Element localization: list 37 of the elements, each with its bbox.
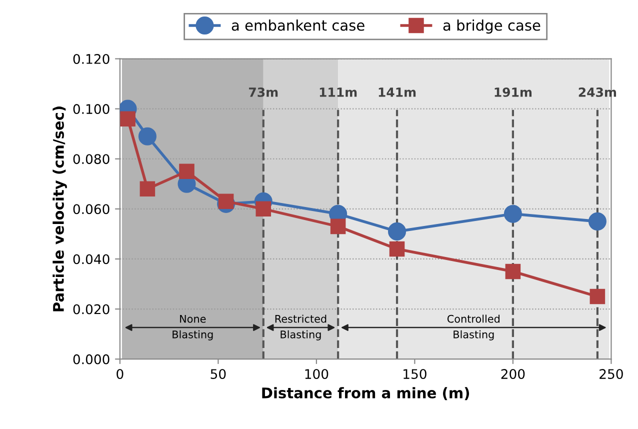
point bbox=[590, 288, 606, 304]
point bbox=[218, 194, 234, 210]
y-tick-label: 0.080 bbox=[73, 154, 110, 164]
ref-line-label: 141m bbox=[378, 88, 416, 97]
point bbox=[138, 127, 156, 146]
point bbox=[389, 241, 405, 257]
legend-label: a bridge case bbox=[443, 20, 540, 34]
y-tick-label: 0.100 bbox=[73, 104, 110, 114]
ref-line-label: 191m bbox=[494, 87, 532, 97]
point bbox=[140, 181, 156, 197]
x-tick-label: 50 bbox=[210, 369, 226, 380]
y-tick-label: 0.060 bbox=[73, 204, 110, 214]
x-axis-title: Distance from a mine (m) bbox=[262, 387, 470, 400]
x-tick-label: 0 bbox=[116, 369, 124, 380]
point bbox=[588, 212, 606, 230]
y-tick-label: 0.000 bbox=[73, 354, 110, 364]
point bbox=[330, 218, 346, 234]
point bbox=[388, 222, 406, 240]
band-label: None Blasting bbox=[172, 315, 213, 340]
x-tick-label: 250 bbox=[600, 369, 623, 380]
point bbox=[256, 201, 272, 217]
legend-label: a embankent case bbox=[232, 20, 364, 31]
ref-line-label: 111m bbox=[320, 88, 357, 97]
point bbox=[120, 111, 136, 126]
y-tick-label: 0.020 bbox=[73, 304, 110, 314]
x-tick-label: 200 bbox=[501, 369, 525, 380]
band-label: Restricted Blasting bbox=[275, 314, 326, 340]
ref-line-label: 73m bbox=[249, 87, 278, 97]
y-tick-label: 0.120 bbox=[73, 54, 110, 64]
x-tick-label: 150 bbox=[404, 369, 426, 380]
band-label: Controlled Blasting bbox=[447, 314, 500, 340]
y-axis-title: Particle velocity (cm/sec) bbox=[52, 106, 67, 312]
point bbox=[179, 164, 194, 180]
x-tick-label: 100 bbox=[305, 369, 328, 380]
point bbox=[505, 264, 521, 280]
point bbox=[504, 204, 522, 223]
y-tick-label: 0.040 bbox=[73, 254, 110, 264]
